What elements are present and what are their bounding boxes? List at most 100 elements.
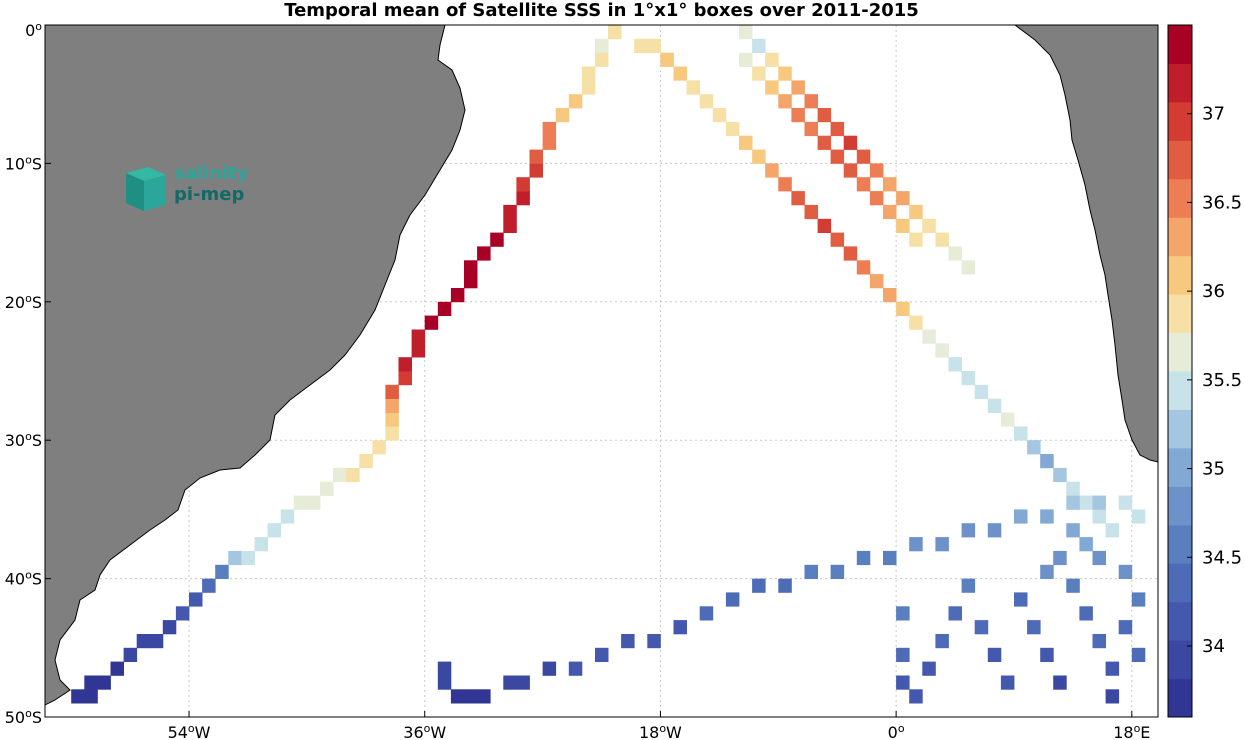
sss-cell [896,647,910,662]
sss-cell [516,177,530,192]
x-tick-label: 36oW [403,722,446,740]
sss-cell [647,38,661,53]
sss-cell [922,329,936,344]
sss-cell [961,260,976,275]
sss-cell [725,592,740,607]
sss-cell [948,357,962,372]
sss-cell [660,52,674,67]
sss-cell [1040,509,1054,524]
x-tick-label: 18oE [1113,722,1150,740]
sss-cell [1118,620,1133,635]
sss-cell [568,94,583,109]
sss-cell [503,675,517,690]
sss-cell [411,343,426,358]
sss-cell [1066,481,1080,496]
sss-cell [1040,564,1054,579]
logo-text-pi-mep: pi-mep [174,184,245,205]
sss-cell [162,620,177,635]
sss-cell [241,550,255,566]
sss-cell [359,454,373,469]
sss-cell [843,135,858,150]
sss-cell [1118,495,1133,510]
sss-cell [843,246,858,261]
sss-cell [529,149,543,164]
sss-cell [581,66,596,81]
sss-cell [398,371,412,386]
sss-cell [1118,564,1133,579]
sss-cell [110,661,124,676]
sss-cell [948,246,962,261]
sss-cell [490,232,504,247]
sss-cell [896,191,910,206]
sss-cell [1027,440,1041,455]
sss-cell [1000,675,1015,690]
colorbar-segment [1168,217,1192,257]
sss-cell [1105,661,1120,676]
sss-cell [1040,647,1054,662]
colorbar-label: 36.5 [1202,192,1242,213]
sss-cell [267,523,282,538]
sss-cell [529,163,543,178]
sss-cell [280,509,295,524]
colorbar-label: 34 [1202,636,1225,657]
sss-cell [804,204,818,220]
sss-cell [856,149,871,164]
colorbar-segment [1168,140,1192,180]
sss-cell [1105,689,1120,704]
sss-cell [765,52,779,67]
sss-cell [385,398,399,413]
sss-cell [228,550,242,566]
sss-cell [974,620,989,635]
sss-cell [869,274,884,289]
colorbar-label: 36 [1202,281,1225,302]
sss-cell [372,440,386,455]
sss-cell [817,218,832,233]
sss-cell [215,564,229,579]
map-title: Temporal mean of Satellite SSS in 1°x1° … [284,0,919,21]
sss-cell [817,108,832,123]
sss-cell [830,149,845,164]
sss-cell [1014,509,1028,524]
y-tick-label: 40oS [5,569,42,589]
sss-cell [778,578,792,593]
colorbar: 34 34.5 35 35.5 36 36.5 37 [1167,24,1242,718]
colorbar-segment [1168,294,1192,334]
sss-cell [778,66,792,81]
colorbar-segment [1168,332,1192,372]
sss-cell [922,661,936,676]
sss-cell [896,606,910,621]
sss-cell [935,343,949,358]
logo-cube-icon [126,167,166,211]
sss-cell [437,661,452,676]
y-tick-label: 0o [25,20,42,40]
sss-cell [595,52,609,67]
sss-cell [791,108,805,123]
colorbar-segment [1168,640,1192,680]
sss-cell [1027,620,1041,635]
sss-cell [883,288,897,303]
sss-cell [1131,647,1146,662]
sss-cell [856,550,871,566]
colorbar-segment [1168,409,1192,449]
colorbar-segment [1168,25,1192,64]
africa-landmass [1014,25,1158,463]
sss-cell [1040,454,1054,469]
sss-cell [542,661,557,676]
colorbar-segment [1168,601,1192,641]
sss-cell [935,232,949,247]
sss-cell [464,260,478,275]
sss-cell [961,523,976,538]
sss-cell [595,38,609,53]
sss-cell [202,578,216,593]
sss-cell [1014,592,1028,607]
sss-cell [778,94,792,109]
sss-cell [948,606,962,621]
axis-ticks: 54oW 36oW 18oW 0o 18oE 0o 10oS 20oS 30oS 40oS 50oS [5,20,1151,740]
sss-cell [1053,550,1067,566]
sss-cell [385,384,399,399]
sss-cell [752,38,766,53]
colorbar-segment [1168,678,1192,718]
sss-cell [778,177,792,192]
sss-cell [896,218,910,233]
